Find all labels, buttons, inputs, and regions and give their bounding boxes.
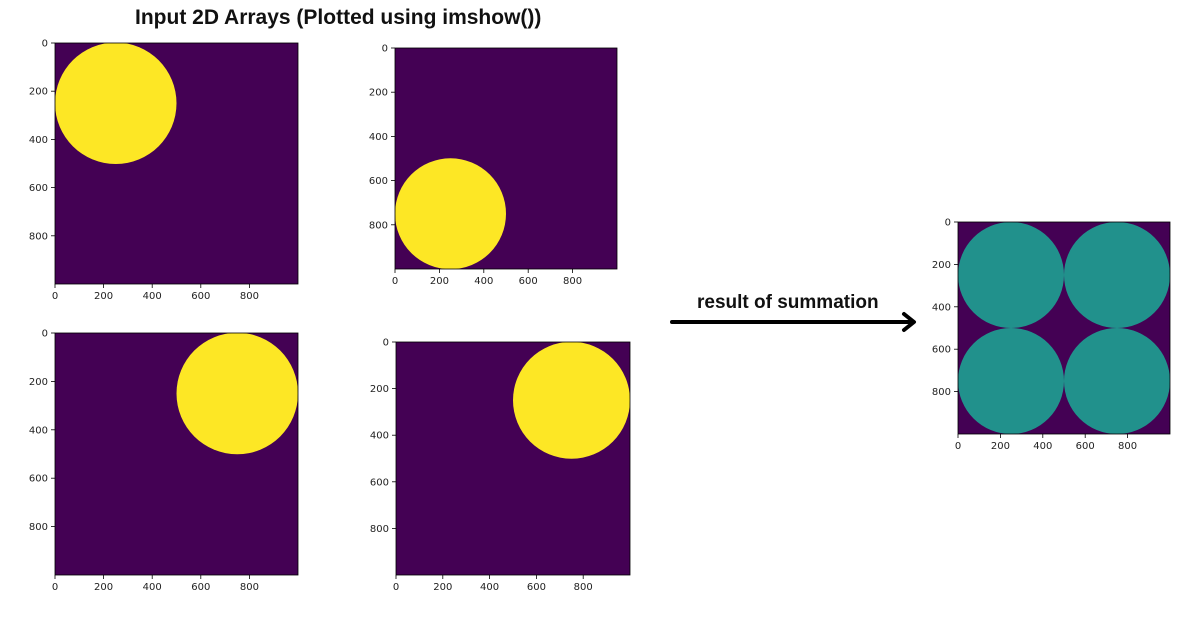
- plot-frame: [957, 221, 1171, 435]
- x-tick-label-400: 400: [1033, 441, 1052, 452]
- arrow-head: [902, 312, 916, 332]
- figure-title: Input 2D Arrays (Plotted using imshow()): [135, 6, 542, 29]
- plot-frame: [54, 42, 299, 285]
- y-tick-label-400: 400: [932, 302, 951, 313]
- x-tick-label-600: 600: [191, 291, 210, 302]
- array-circles: [55, 43, 177, 164]
- y-tick-label-200: 200: [932, 260, 951, 271]
- x-tick-label-0: 0: [393, 582, 399, 593]
- plot-frame: [54, 332, 299, 576]
- y-tick-label-600: 600: [29, 183, 48, 194]
- plot-frame: [394, 47, 618, 270]
- y-tick-label-0: 0: [42, 329, 48, 340]
- x-tick-label-800: 800: [574, 582, 593, 593]
- x-tick-label-0: 0: [392, 276, 398, 287]
- array-circles: [513, 342, 630, 459]
- y-tick-label-600: 600: [369, 176, 388, 187]
- x-tick-label-0: 0: [955, 441, 961, 452]
- input-plot-2: 0 200 400 600 800 0 200 400 600 800: [369, 44, 618, 287]
- y-tick-label-200: 200: [370, 384, 389, 395]
- y-tick-label-600: 600: [932, 345, 951, 356]
- plot-frame: [395, 341, 631, 576]
- input-plot-4: 0 200 400 600 800 0 200 400 600 800: [370, 338, 631, 593]
- x-tick-label-400: 400: [143, 291, 162, 302]
- circle-1: [55, 43, 177, 164]
- x-tick-label-600: 600: [519, 276, 538, 287]
- circle-1: [958, 222, 1064, 328]
- input-plot-3: 0 200 400 600 800 0 200 400 600 800: [29, 329, 299, 593]
- x-tick-label-400: 400: [480, 582, 499, 593]
- x-tick-label-400: 400: [143, 582, 162, 593]
- y-tick-label-0: 0: [383, 338, 389, 349]
- circle-3: [958, 328, 1064, 434]
- y-tick-label-600: 600: [29, 474, 48, 485]
- result-plot: 0 200 400 600 800 0 200 400 600 800: [932, 218, 1171, 452]
- circle-1: [513, 342, 630, 459]
- y-tick-label-800: 800: [932, 387, 951, 398]
- x-tick-label-200: 200: [94, 291, 113, 302]
- circle-1: [395, 158, 506, 269]
- y-tick-label-0: 0: [945, 218, 951, 229]
- x-tick-label-200: 200: [94, 582, 113, 593]
- y-tick-label-800: 800: [29, 522, 48, 533]
- x-tick-label-800: 800: [240, 291, 259, 302]
- array-circles: [395, 158, 506, 269]
- x-tick-label-200: 200: [430, 276, 449, 287]
- y-tick-label-400: 400: [29, 135, 48, 146]
- x-tick-label-600: 600: [191, 582, 210, 593]
- input-plot-1: 0 200 400 600 800 0 200 400 600 800: [29, 39, 299, 302]
- x-tick-label-200: 200: [433, 582, 452, 593]
- y-tick-label-0: 0: [382, 44, 388, 55]
- right-arrow-icon: [670, 312, 916, 332]
- y-tick-label-400: 400: [29, 425, 48, 436]
- y-tick-label-0: 0: [42, 39, 48, 50]
- x-tick-label-600: 600: [1076, 441, 1095, 452]
- y-tick-label-600: 600: [370, 477, 389, 488]
- array-circles: [176, 333, 298, 455]
- y-tick-label-400: 400: [370, 431, 389, 442]
- x-tick-label-600: 600: [527, 582, 546, 593]
- y-tick-label-800: 800: [369, 220, 388, 231]
- y-tick-label-200: 200: [29, 377, 48, 388]
- x-tick-label-800: 800: [240, 582, 259, 593]
- summation-caption: result of summation: [697, 292, 879, 313]
- x-tick-label-0: 0: [52, 582, 58, 593]
- x-tick-label-800: 800: [1118, 441, 1137, 452]
- x-tick-label-800: 800: [563, 276, 582, 287]
- circle-2: [1064, 222, 1170, 328]
- y-tick-label-800: 800: [370, 524, 389, 535]
- x-tick-label-400: 400: [474, 276, 493, 287]
- y-tick-label-800: 800: [29, 231, 48, 242]
- array-circles: [958, 222, 1170, 434]
- x-tick-label-0: 0: [52, 291, 58, 302]
- y-tick-label-200: 200: [29, 87, 48, 98]
- circle-4: [1064, 328, 1170, 434]
- y-tick-label-400: 400: [369, 132, 388, 143]
- circle-1: [176, 333, 298, 455]
- x-tick-label-200: 200: [991, 441, 1010, 452]
- y-tick-label-200: 200: [369, 88, 388, 99]
